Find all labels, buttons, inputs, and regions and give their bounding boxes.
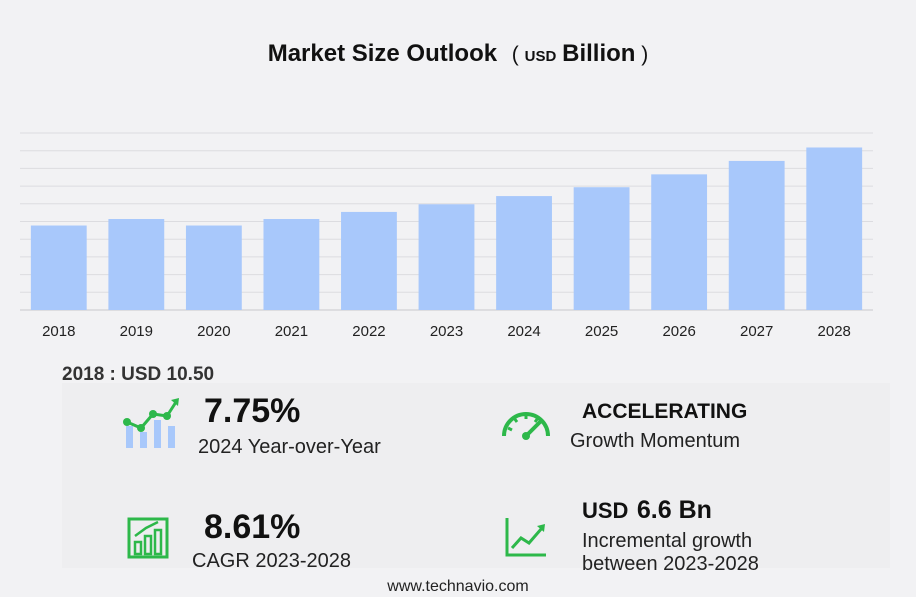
momentum-heading: ACCELERATING [582, 400, 748, 423]
yoy-label: 2024 Year-over-Year [198, 436, 381, 458]
cagr-label: CAGR 2023-2028 [192, 550, 351, 572]
unit-paren-open: ( [511, 43, 519, 66]
bar-2026 [651, 174, 708, 310]
incremental-label-wrap: Incremental growth between 2023-2028 [582, 530, 759, 576]
x-tick-label-2020: 2020 [197, 323, 230, 340]
x-tick-label-2025: 2025 [585, 323, 618, 340]
x-tick-label-2024: 2024 [507, 323, 540, 340]
unit-paren-close: ) [641, 43, 649, 66]
cagr-value: 8.61% [204, 508, 301, 546]
trend-line-icon [505, 518, 546, 557]
x-tick-label-2026: 2026 [662, 323, 695, 340]
bar-chart: 2018 2019 2020 2021 2022 2023 2024 2025 2026 2027… [20, 132, 873, 340]
chart-title-text: Market Size Outlook [267, 40, 498, 67]
bar-2022 [341, 211, 397, 310]
x-tick-label-2027: 2027 [740, 323, 773, 340]
bar-2027 [728, 160, 785, 310]
chart-unit: ( USD Billion ) [511, 40, 649, 67]
x-tick-label-2021: 2021 [275, 323, 308, 340]
x-tick-label-2018: 2018 [42, 323, 75, 340]
cagr-stat: 8.61% [204, 508, 300, 547]
yoy-value: 7.75% [204, 392, 301, 430]
footer-source: www.technavio.com [387, 578, 529, 595]
incremental-label-line1: Incremental growth [582, 530, 753, 552]
incremental-stat: USD 6.6 Bn [582, 496, 712, 525]
speedometer-icon [502, 412, 550, 440]
yoy-stat: 7.75% [204, 392, 300, 431]
momentum-heading-wrap: ACCELERATING [582, 400, 747, 424]
bar-2021 [263, 219, 320, 310]
bar-2028 [806, 147, 863, 310]
x-tick-label-2028: 2028 [818, 323, 851, 340]
momentum-label-wrap: Growth Momentum [570, 430, 740, 453]
bar-2020 [185, 225, 242, 310]
bar-growth-icon [127, 517, 169, 559]
unit-prefix: USD [524, 48, 557, 65]
growth-chart-icon [123, 398, 179, 448]
chart-title: Market Size Outlook ( USD Billion ) [0, 40, 916, 68]
baseline-value: 2018 : USD 10.50 [62, 364, 215, 385]
bar-2019 [108, 219, 165, 310]
bar-2024 [496, 196, 552, 310]
bars [30, 147, 863, 310]
incremental-value: 6.6 Bn [636, 496, 712, 524]
x-tick-label-2023: 2023 [430, 323, 463, 340]
unit-word: Billion [562, 40, 636, 67]
bar-2018 [30, 225, 87, 310]
yoy-label-wrap: 2024 Year-over-Year [198, 436, 381, 459]
cagr-label-wrap: CAGR 2023-2028 [192, 550, 351, 573]
incremental-prefix: USD [582, 498, 629, 523]
stats-panel [62, 383, 890, 568]
bar-2023 [418, 204, 475, 310]
x-tick-label-2019: 2019 [120, 323, 153, 340]
bar-2025 [573, 187, 630, 310]
x-tick-label-2022: 2022 [352, 323, 385, 340]
momentum-label: Growth Momentum [570, 430, 741, 452]
x-axis-labels: 2018 2019 2020 2021 2022 2023 2024 2025 2026 2027… [42, 323, 851, 340]
incremental-label-line2: between 2023-2028 [582, 553, 759, 575]
